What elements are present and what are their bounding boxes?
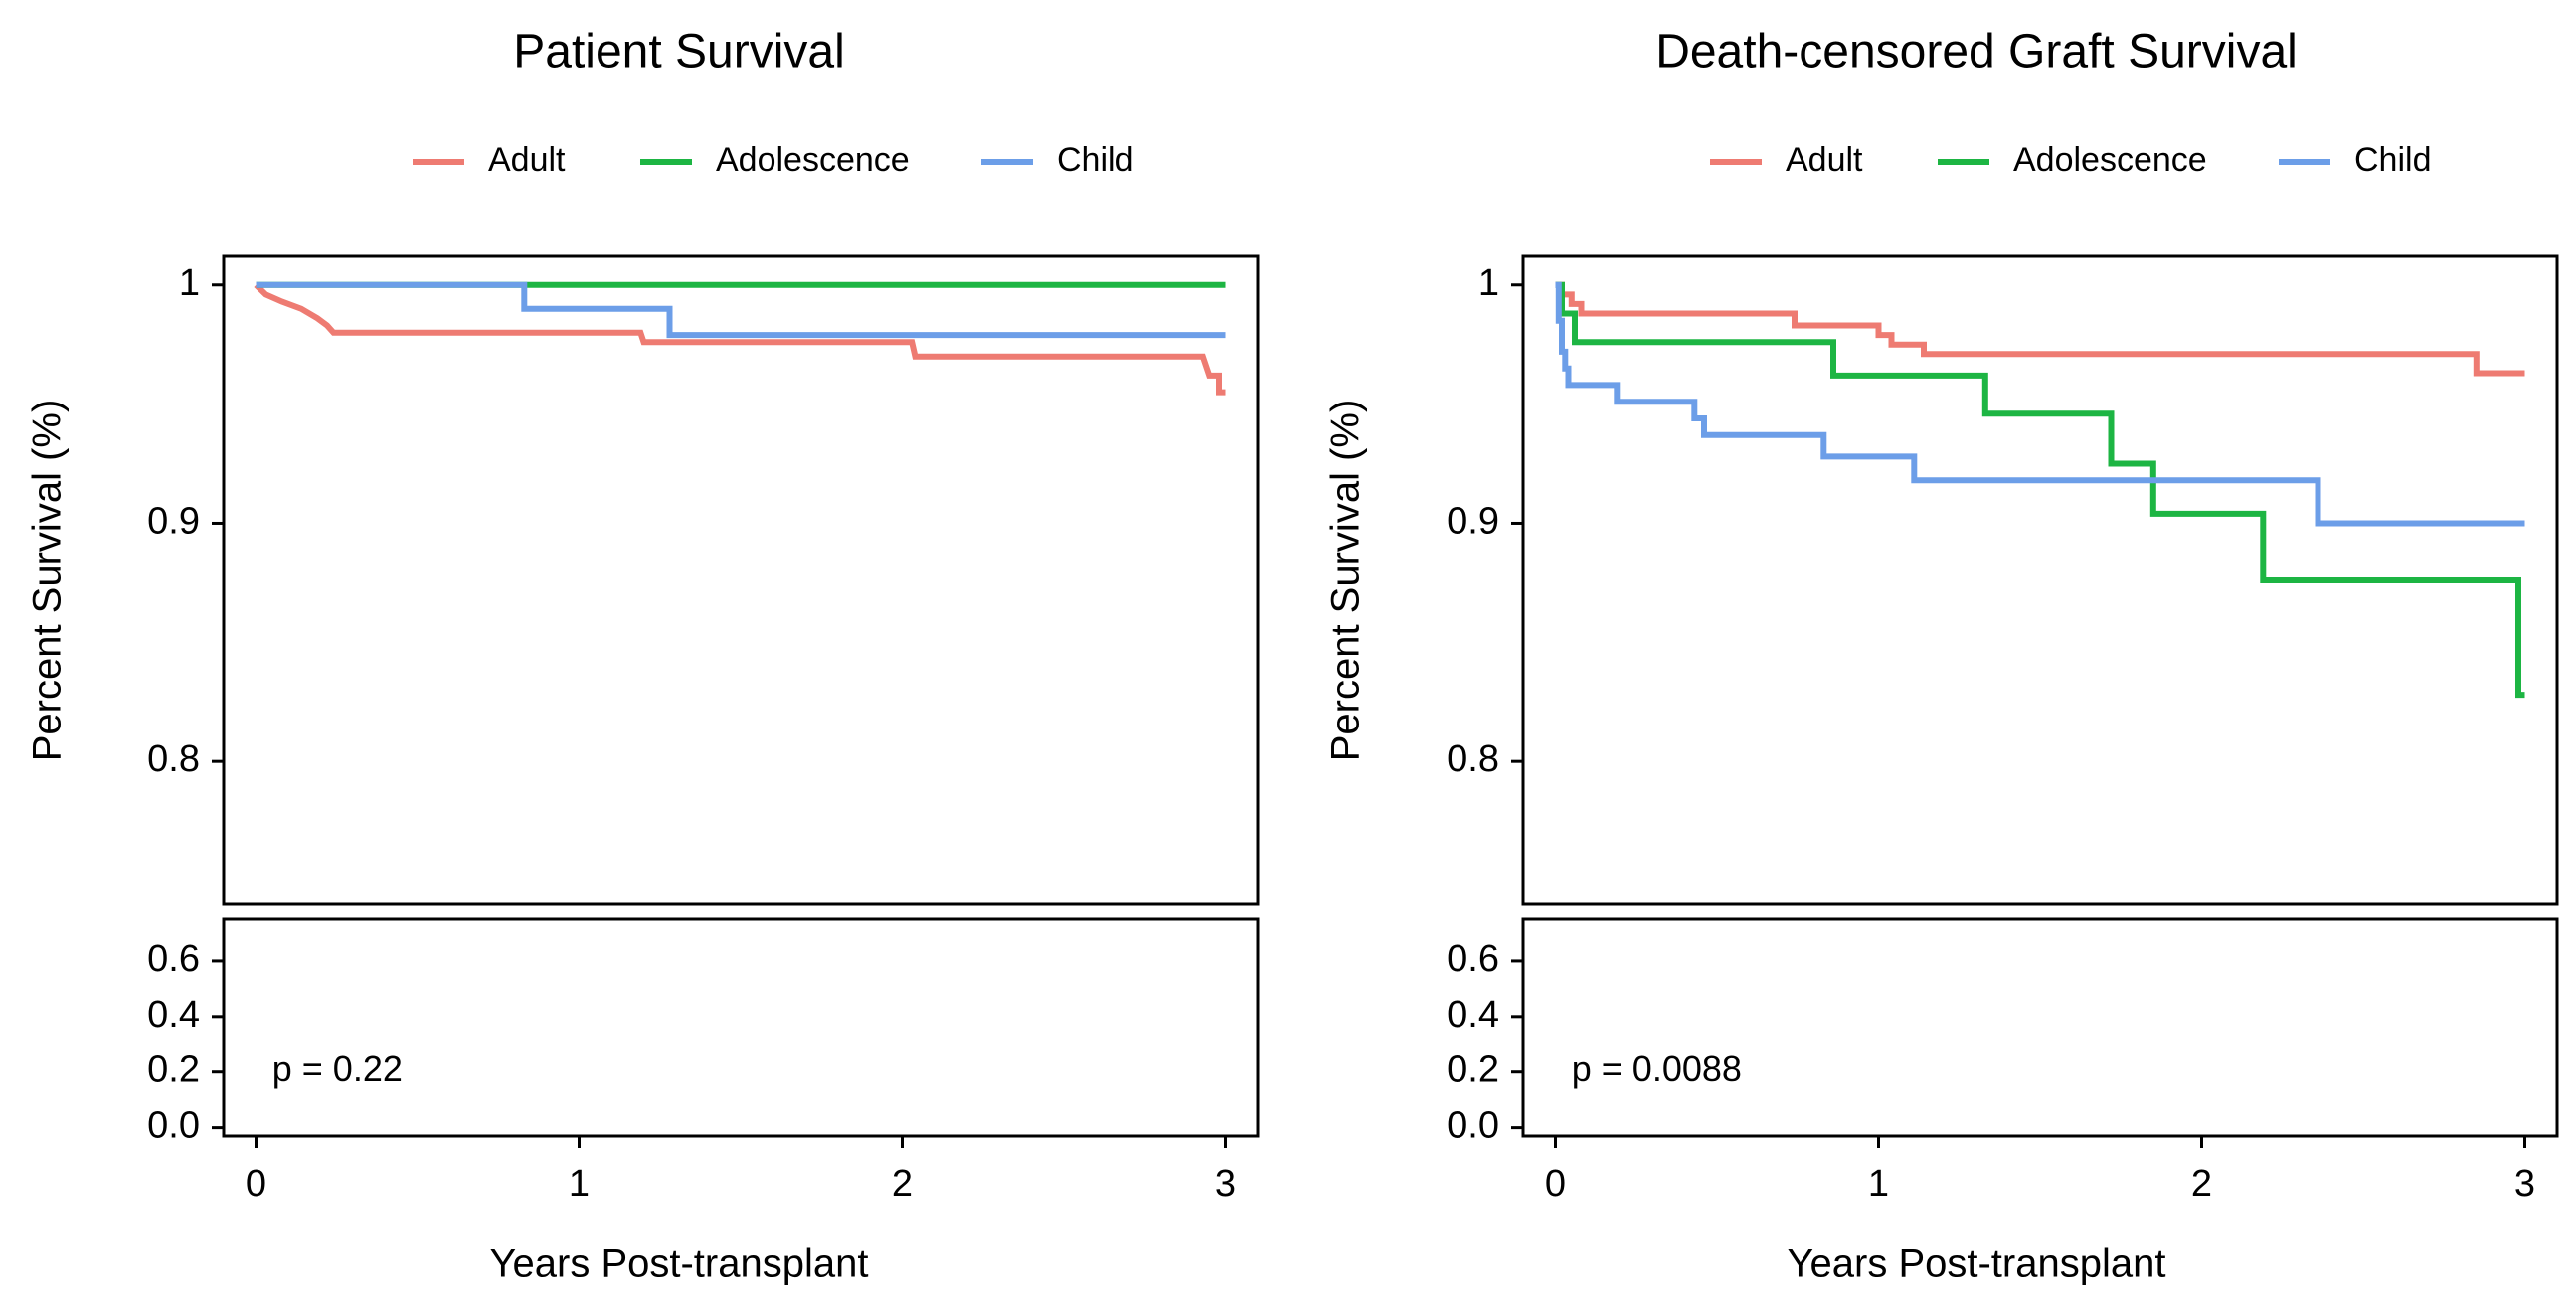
legend-label-adolescence: Adolescence xyxy=(716,141,910,179)
chart-title: Death-censored Graft Survival xyxy=(1655,26,2298,79)
risk-y-tick-label: 0.0 xyxy=(147,1105,200,1147)
x-tick-label: 1 xyxy=(569,1163,590,1205)
series-line-child xyxy=(256,281,1226,339)
y-tick-label: 0.9 xyxy=(1447,501,1499,543)
y-tick-label: 0.8 xyxy=(147,738,200,780)
legend-label-adult: Adult xyxy=(1786,141,1863,179)
curves xyxy=(1555,281,2525,699)
risk-y-tick-label: 0.2 xyxy=(147,1050,200,1091)
legend-label-child: Child xyxy=(2354,141,2431,179)
legend-label-adolescence: Adolescence xyxy=(2013,141,2207,179)
y-axis-title: Percent Survival (%) xyxy=(26,400,70,762)
risk-y-tick-label: 0.4 xyxy=(1447,994,1499,1036)
x-tick-label: 3 xyxy=(2514,1163,2535,1205)
series-line-adult xyxy=(1555,281,2525,377)
series-line-adolescence xyxy=(1555,281,2525,699)
risk-y-tick-label: 0.6 xyxy=(147,938,200,980)
x-tick-label: 0 xyxy=(1545,1163,1566,1205)
y-axis-title: Percent Survival (%) xyxy=(1324,400,1368,762)
risk-table-frame xyxy=(222,917,1260,1138)
risk-y-tick-label: 0.6 xyxy=(1447,938,1499,980)
y-tick-label: 0.8 xyxy=(1447,738,1499,780)
chart-panel-1: Patient Survival Adult Adolescence Child 0.8… xyxy=(26,26,1260,1286)
series-line-child xyxy=(1555,281,2525,527)
series-line-adult xyxy=(254,282,1226,396)
x-tick-label: 2 xyxy=(892,1163,913,1205)
x-tick-label: 2 xyxy=(2191,1163,2212,1205)
chart-panel-2: Death-censored Graft Survival Adult Adoles… xyxy=(1324,26,2559,1286)
plot-frame xyxy=(222,254,1260,906)
x-axis-title: Years Post-transplant xyxy=(490,1242,869,1286)
legend: Adult Adolescence Child xyxy=(413,141,1133,179)
x-axis-title: Years Post-transplant xyxy=(1788,1242,2166,1286)
p-value: p = 0.0088 xyxy=(1572,1049,1742,1089)
curves xyxy=(254,281,1226,396)
legend-label-child: Child xyxy=(1057,141,1133,179)
risk-y-tick-label: 0.4 xyxy=(147,994,200,1036)
y-tick-label: 1 xyxy=(1478,262,1499,304)
x-tick-label: 3 xyxy=(1215,1163,1236,1205)
risk-y-tick-label: 0.0 xyxy=(1447,1105,1499,1147)
p-value: p = 0.22 xyxy=(272,1049,403,1089)
chart-title: Patient Survival xyxy=(513,26,845,79)
y-tick-label: 1 xyxy=(179,262,200,304)
risk-table-frame xyxy=(1521,917,2559,1138)
x-tick-label: 0 xyxy=(246,1163,266,1205)
risk-y-tick-label: 0.2 xyxy=(1447,1050,1499,1091)
legend: Adult Adolescence Child xyxy=(1710,141,2431,179)
x-tick-label: 1 xyxy=(1868,1163,1889,1205)
y-tick-label: 0.9 xyxy=(147,501,200,543)
legend-label-adult: Adult xyxy=(488,141,566,179)
plot-frame xyxy=(1521,254,2559,906)
